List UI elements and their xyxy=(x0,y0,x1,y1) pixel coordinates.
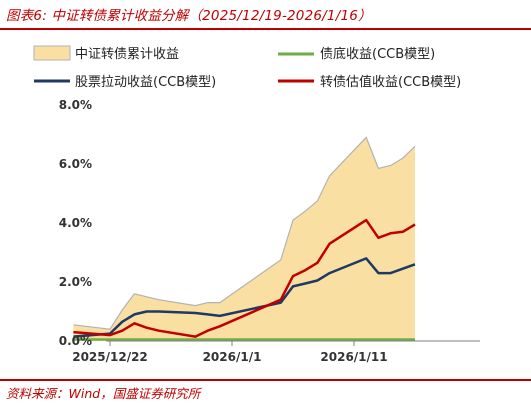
chart-legend: 中证转债累计收益 债底收益(CCB模型) 股票拉动收益(CCB模型) 转债估值收… xyxy=(33,45,461,90)
area-edge-convertible-index xyxy=(73,136,416,330)
source-rule xyxy=(0,379,531,381)
area-convertible-index xyxy=(73,137,416,341)
y-tick-label: 6.0% xyxy=(59,157,92,171)
legend-swatch-convertible-index xyxy=(33,45,71,61)
x-tick-label: 2026/1/11 xyxy=(320,350,387,364)
line-valuation xyxy=(73,218,416,338)
title-rule xyxy=(0,28,531,30)
x-axis: 2025/12/22 2026/1/1 2026/1/11 xyxy=(72,340,480,364)
y-tick-label: 8.0% xyxy=(59,98,92,112)
legend-label-convertible-index: 中证转债累计收益 xyxy=(75,47,179,62)
y-tick-label: 0.0% xyxy=(59,334,92,348)
y-tick-label: 4.0% xyxy=(59,216,92,230)
legend-label-stock-pull: 股票拉动收益(CCB模型) xyxy=(75,75,216,90)
plot-area xyxy=(73,136,416,341)
x-tick-label: 2025/12/22 xyxy=(72,350,148,364)
y-tick-label: 2.0% xyxy=(59,275,92,289)
line-stock-pull xyxy=(73,257,416,338)
y-axis: 0.0% 2.0% 4.0% 6.0% 8.0% xyxy=(59,98,92,348)
x-tick-label: 2026/1/1 xyxy=(203,350,262,364)
figure-title: 图表6: 中证转债累计收益分解（2025/12/19-2026/1/16） xyxy=(6,8,372,24)
source-note: 资料来源：Wind，国盛证券研究所 xyxy=(6,386,201,401)
legend-label-valuation: 转债估值收益(CCB模型) xyxy=(320,74,461,90)
legend-label-bond-floor: 债底收益(CCB模型) xyxy=(320,46,435,62)
